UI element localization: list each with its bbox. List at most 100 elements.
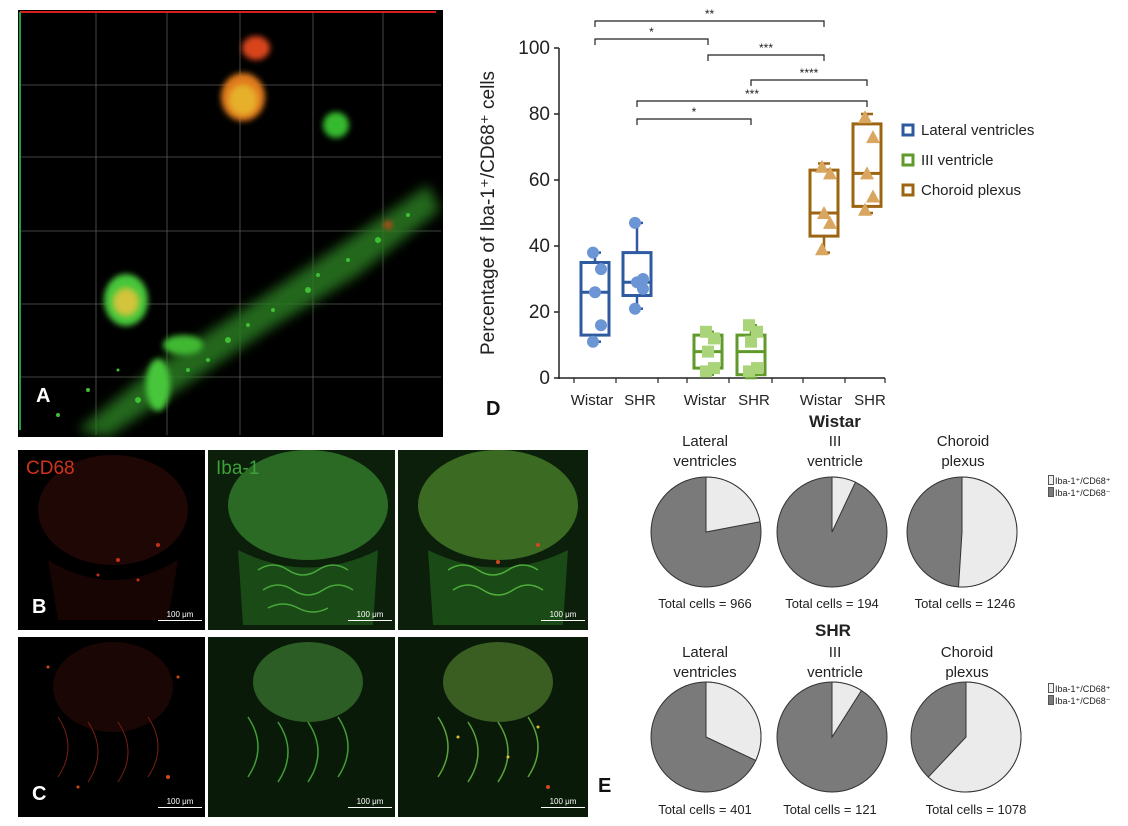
- legend-swatch: [901, 153, 915, 167]
- data-point: [708, 362, 720, 375]
- scale-bar-label: 100 μm: [549, 610, 577, 619]
- pie-title: Lateral ventricles: [640, 643, 770, 683]
- iba1-micrograph-shr: [208, 637, 395, 817]
- significance-bracket: [636, 100, 868, 107]
- data-point: [587, 246, 599, 259]
- panel-label-a: A: [36, 385, 51, 407]
- data-point: [700, 325, 712, 338]
- panel-label-b: B: [32, 596, 47, 618]
- significance-bracket: [750, 79, 868, 86]
- data-point: [589, 286, 601, 299]
- legend-label: Iba-1⁺/CD68⁺: [1055, 684, 1111, 694]
- pie-total-label: Total cells = 121: [783, 802, 877, 817]
- data-point: [702, 345, 714, 358]
- significance-bracket: [594, 20, 825, 27]
- data-point: [629, 302, 641, 315]
- panel-label-c: C: [32, 783, 47, 805]
- panel-a-image: A: [18, 10, 443, 437]
- pie-group-title-wistar: Wistar: [809, 412, 861, 431]
- panel-b-merge: 100 μm: [398, 450, 588, 630]
- panel-label-e: E: [598, 775, 612, 797]
- y-tick-label: 100: [518, 38, 550, 59]
- pie-title-line: plexus: [945, 664, 989, 681]
- pie-title: Lateral ventricles: [640, 432, 770, 472]
- pie-total-label: Total cells = 401: [658, 802, 752, 817]
- iba1-micrograph: [208, 450, 395, 630]
- x-tick-label: Wistar: [684, 392, 727, 409]
- pie-title-line: III: [828, 644, 842, 661]
- legend-swatch-light: [1048, 683, 1054, 693]
- legend-swatch-light: [1048, 475, 1054, 485]
- pie-title: Choroid plexus: [898, 432, 1028, 472]
- data-point: [815, 242, 829, 256]
- significance-label: *: [692, 105, 697, 119]
- data-point: [817, 206, 831, 219]
- pie-slice-positive: [958, 476, 1018, 588]
- box: [579, 261, 611, 337]
- legend-swatch-dark: [1048, 487, 1054, 497]
- data-point: [823, 166, 837, 180]
- legend-swatch: [901, 183, 915, 197]
- pie-title-line: ventricle: [807, 453, 863, 470]
- y-axis-label: Percentage of Iba-1⁺/CD68⁺ cells: [478, 71, 499, 355]
- data-point: [866, 130, 880, 144]
- panel-label-d: D: [486, 398, 501, 420]
- channel-label-cd68: CD68: [26, 458, 75, 479]
- scale-bar-label: 100 μm: [356, 797, 384, 806]
- data-point: [745, 335, 757, 348]
- channel-label-iba1: Iba-1: [216, 458, 260, 479]
- pie-title: III ventricle: [770, 643, 900, 683]
- pie-group-title-shr: SHR: [815, 621, 851, 640]
- boxplot-chart: 0 20 40 60 80 100 Percentage of Iba-1⁺/CD68⁺ c…: [478, 7, 1034, 409]
- pie-total-label: Total cells = 194: [785, 596, 879, 611]
- y-tick-label: 60: [529, 170, 550, 191]
- data-point: [858, 110, 872, 124]
- data-point: [866, 189, 880, 203]
- pie-title-line: ventricles: [673, 453, 737, 470]
- data-point: [858, 202, 872, 216]
- scale-bar: 100 μm: [158, 610, 202, 621]
- legend-swatch-dark: [1048, 695, 1054, 705]
- legend-label: Choroid plexus: [921, 182, 1021, 199]
- pie-slice-positive: [705, 681, 762, 762]
- data-point: [815, 159, 829, 173]
- significance-bracket: [594, 38, 709, 45]
- panel-b-cd68: CD68 B 100 μm: [18, 450, 205, 630]
- scale-bar: 100 μm: [348, 610, 392, 621]
- significance-bracket: [636, 118, 752, 125]
- panel-b-iba1: Iba-1 100 μm: [208, 450, 395, 630]
- pie-title-line: plexus: [941, 453, 985, 470]
- data-point: [595, 263, 607, 276]
- significance-label: ***: [745, 87, 759, 101]
- pie-slice-positive: [831, 681, 863, 739]
- pie-slice-positive: [705, 476, 761, 533]
- merge-micrograph: [398, 450, 588, 630]
- pie-title-line: ventricles: [673, 664, 737, 681]
- y-tick-label: 0: [539, 368, 550, 389]
- tissue-speckles: [56, 213, 410, 417]
- significance-label: ***: [759, 41, 773, 55]
- legend-swatch: [901, 123, 915, 137]
- data-point: [629, 216, 641, 229]
- pie-total-label: Total cells = 1246: [914, 596, 1016, 611]
- significance-label: ****: [800, 66, 819, 80]
- y-tick-label: 80: [529, 104, 550, 125]
- scale-bar-label: 100 μm: [356, 610, 384, 619]
- scale-bar: 100 μm: [541, 610, 585, 621]
- confocal-3d-render: [19, 11, 441, 437]
- y-tick-label: 20: [529, 302, 550, 323]
- x-tick-label: SHR: [854, 392, 886, 409]
- significance-label: *: [649, 25, 654, 39]
- scale-bar-label: 100 μm: [166, 797, 194, 806]
- x-tick-label: Wistar: [571, 392, 614, 409]
- microglia-cells: [104, 36, 392, 411]
- merge-micrograph-shr: [398, 637, 588, 817]
- panel-c-cd68: C 100 μm: [18, 637, 205, 817]
- legend-label: Iba-1⁺/CD68⁻: [1055, 696, 1111, 706]
- panel-c-merge: 100 μm: [398, 637, 588, 817]
- legend-label: Iba-1⁺/CD68⁻: [1055, 488, 1111, 498]
- pie-title-line: III: [828, 433, 842, 450]
- pie-title-line: ventricle: [807, 664, 863, 681]
- y-tick-label: 40: [529, 236, 550, 257]
